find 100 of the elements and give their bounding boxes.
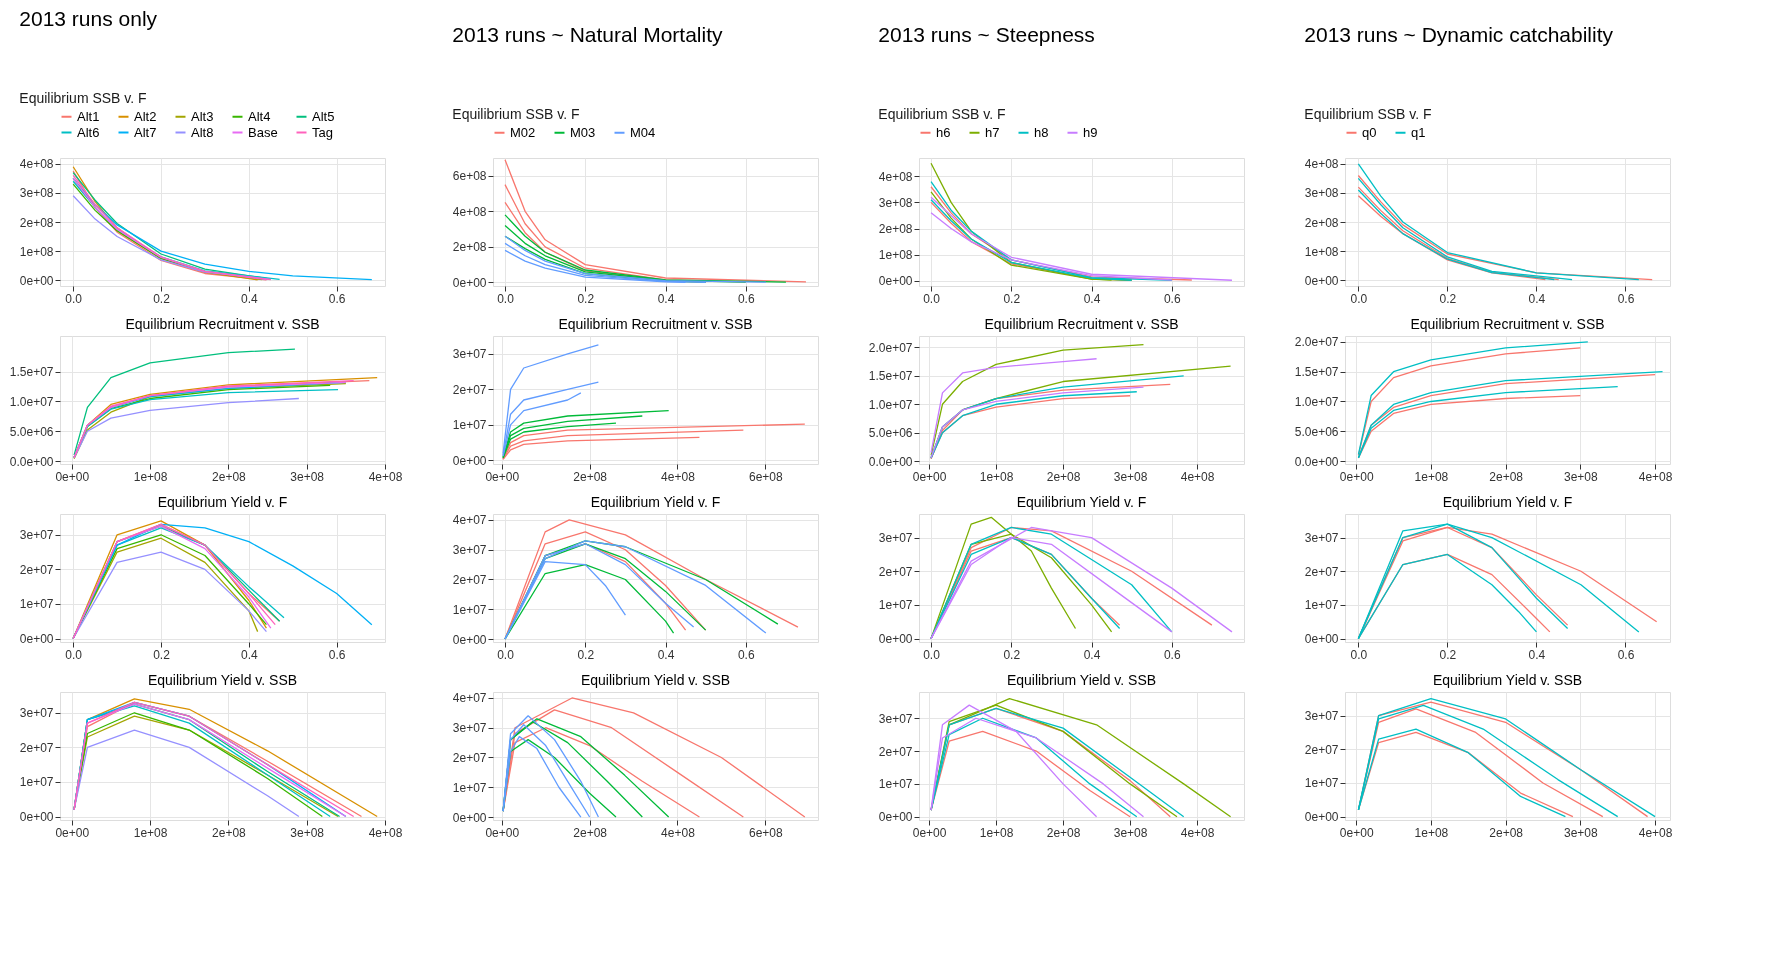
y-tick-label: 0.0e+00 — [868, 454, 913, 469]
legend-label: Alt2 — [134, 108, 157, 124]
y-tick-label: 2e+07 — [1304, 564, 1339, 579]
x-tick-label: 2e+08 — [573, 469, 608, 484]
y-tick-label: 2e+07 — [1304, 742, 1339, 757]
x-tick-label: 3e+08 — [290, 469, 325, 484]
legend-label: Alt4 — [248, 108, 271, 124]
y-tick-label: 2e+07 — [452, 572, 487, 587]
x-tick-label: 0.4 — [1528, 291, 1546, 306]
x-tick-label: 0.4 — [657, 291, 675, 306]
x-tick-label: 0e+00 — [55, 469, 90, 484]
y-tick-label: 1e+07 — [1304, 598, 1339, 613]
chart-title: Equilibrium Recruitment v. SSB — [125, 316, 320, 332]
chart-title: Equilibrium Yield v. F — [157, 494, 288, 510]
x-tick-label: 0e+00 — [912, 825, 947, 840]
x-tick-label: 0.2 — [153, 291, 171, 306]
x-tick-label: 0.2 — [577, 291, 595, 306]
x-tick-label: 0.0 — [497, 291, 515, 306]
legend-label: h6 — [936, 124, 951, 140]
y-tick-label: 0.0e+00 — [1294, 454, 1339, 469]
y-tick-label: 0e+00 — [1304, 632, 1339, 647]
y-tick-label: 4e+08 — [1304, 157, 1339, 172]
y-tick-label: 1.0e+07 — [9, 394, 54, 409]
x-tick-label: 3e+08 — [1113, 469, 1148, 484]
x-tick-label: 6e+08 — [748, 469, 783, 484]
y-tick-label: 1e+07 — [19, 597, 54, 612]
y-tick-label: 2.0e+07 — [868, 340, 913, 355]
y-tick-label: 1.5e+07 — [9, 365, 54, 380]
y-tick-label: 0e+00 — [19, 273, 54, 288]
legend-label: h9 — [1083, 124, 1098, 140]
x-tick-label: 0.4 — [1528, 647, 1546, 662]
y-tick-label: 4e+08 — [452, 204, 487, 219]
legend-label: Base — [248, 124, 278, 140]
y-tick-label: 1e+08 — [1304, 244, 1339, 259]
y-tick-label: 3e+07 — [452, 543, 487, 558]
chart-title: Equilibrium Yield v. F — [1016, 494, 1147, 510]
y-tick-label: 2.0e+07 — [1294, 335, 1339, 350]
x-tick-label: 0.2 — [1003, 647, 1021, 662]
x-tick-label: 4e+08 — [1180, 825, 1215, 840]
chart-title: Equilibrium Recruitment v. SSB — [558, 316, 753, 332]
x-tick-label: 0.4 — [241, 291, 259, 306]
y-tick-label: 1.5e+07 — [868, 369, 913, 384]
legend-label: M02 — [510, 124, 536, 140]
x-tick-label: 0.4 — [657, 647, 675, 662]
y-tick-label: 2e+08 — [1304, 215, 1339, 230]
y-tick-label: 3e+07 — [1304, 709, 1339, 724]
y-tick-label: 1.0e+07 — [868, 397, 913, 412]
x-tick-label: 0e+00 — [1339, 469, 1374, 484]
x-tick-label: 2e+08 — [1489, 825, 1524, 840]
y-tick-label: 0e+00 — [452, 275, 487, 290]
legend-label: h7 — [985, 124, 1000, 140]
x-tick-label: 0.0 — [497, 647, 515, 662]
x-tick-label: 1e+08 — [1414, 469, 1449, 484]
y-tick-label: 0.0e+00 — [9, 454, 54, 469]
x-tick-label: 1e+08 — [133, 469, 168, 484]
legend-label: h8 — [1034, 124, 1049, 140]
x-tick-label: 0.6 — [1163, 291, 1181, 306]
x-tick-label: 0.0 — [923, 647, 941, 662]
y-tick-label: 1e+08 — [878, 248, 913, 263]
x-tick-label: 0.0 — [65, 647, 83, 662]
y-tick-label: 5.0e+06 — [9, 424, 54, 439]
x-tick-label: 0.0 — [1350, 291, 1368, 306]
y-tick-label: 2e+07 — [878, 744, 913, 759]
y-tick-label: 5.0e+06 — [1294, 424, 1339, 439]
y-tick-label: 0e+00 — [1304, 810, 1339, 825]
x-tick-label: 0e+00 — [912, 469, 947, 484]
x-tick-label: 0.4 — [241, 647, 259, 662]
x-tick-label: 1e+08 — [1414, 825, 1449, 840]
x-tick-label: 0e+00 — [55, 825, 90, 840]
x-tick-label: 2e+08 — [573, 825, 608, 840]
legend-label: Alt5 — [312, 108, 335, 124]
y-tick-label: 2e+08 — [19, 215, 54, 230]
x-tick-label: 0e+00 — [485, 825, 520, 840]
x-tick-label: 0.6 — [1617, 647, 1635, 662]
y-tick-label: 1.5e+07 — [1294, 365, 1339, 380]
y-tick-label: 0e+00 — [878, 810, 913, 825]
x-tick-label: 0.2 — [1439, 291, 1457, 306]
legend-label: M03 — [570, 124, 596, 140]
x-tick-label: 0.6 — [1617, 291, 1635, 306]
x-tick-label: 0.2 — [577, 647, 595, 662]
legend-label: Tag — [312, 124, 333, 140]
chart-title: Equilibrium Yield v. SSB — [147, 672, 298, 688]
y-tick-label: 3e+07 — [19, 528, 54, 543]
y-tick-label: 1.0e+07 — [1294, 394, 1339, 409]
x-tick-label: 2e+08 — [1046, 469, 1081, 484]
y-tick-label: 3e+07 — [878, 711, 913, 726]
x-tick-label: 0.0 — [65, 291, 83, 306]
y-tick-label: 1e+07 — [19, 775, 54, 790]
chart-title: Equilibrium Yield v. SSB — [1432, 672, 1583, 688]
legend-label: Alt8 — [191, 124, 214, 140]
y-tick-label: 2e+07 — [19, 562, 54, 577]
legend-label: q1 — [1411, 124, 1426, 140]
x-tick-label: 4e+08 — [661, 469, 696, 484]
y-tick-label: 5.0e+06 — [868, 426, 913, 441]
chart-title: Equilibrium Yield v. SSB — [1006, 672, 1157, 688]
x-tick-label: 4e+08 — [1180, 469, 1215, 484]
x-tick-label: 0.0 — [923, 291, 941, 306]
chart-title: Equilibrium Yield v. SSB — [580, 671, 731, 688]
y-tick-label: 1e+07 — [452, 780, 487, 795]
legend-label: Alt7 — [134, 124, 157, 140]
